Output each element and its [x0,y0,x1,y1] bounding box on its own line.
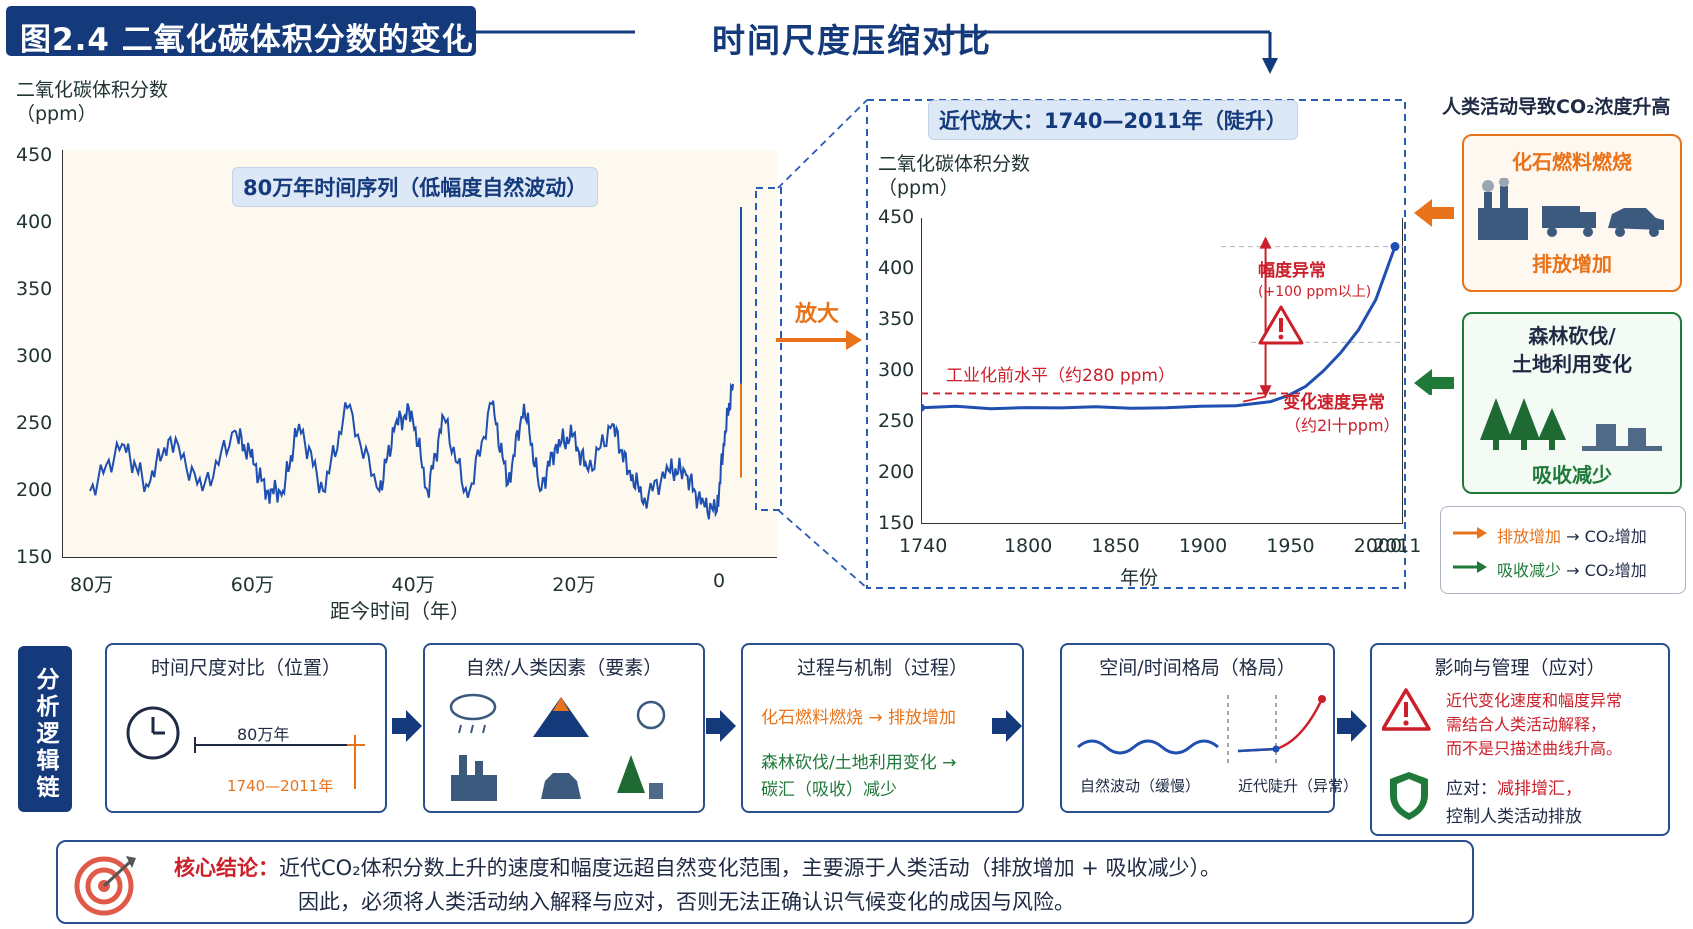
left-y-tick: 250 [16,412,53,435]
left-x-tick: 80万 [70,574,114,596]
amplitude-label: 幅度异常 [1258,261,1326,281]
box5-warning: 近代变化速度和幅度异常 需结合人类活动解释， 而不是只描述曲线升高。 [1446,691,1623,758]
target-icon [74,856,136,916]
right-x-tick: 1800 [1003,535,1053,557]
speed-label: 变化速度异常 [1283,393,1385,413]
box1-top: 80万年 [237,725,290,744]
chain-box-response: 影响与管理（应对） 近代变化速度和幅度异常 需结合人类活动解释， 而不是只描述曲线升… [1370,643,1670,836]
pattern-mini-chart [1077,695,1326,767]
left-x-title: 距今时间（年） [330,599,470,623]
fossil-title: 化石燃料燃烧 [1512,150,1632,174]
panel-legend: 排放增加 → CO₂增加 吸收减少 → CO₂增加 [1440,506,1686,594]
left-y-tick: 450 [16,144,53,167]
human-panel-title: 人类活动导致CO₂浓度升高 [1442,96,1671,118]
figure-title: 图2.4 二氧化碳体积分数的变化 [6,6,476,58]
left-y-tick: 200 [16,479,53,502]
conclusion-box: 核心结论：近代CO₂体积分数上升的速度和幅度远超自然变化范围，主要源于人类活动（… [56,840,1474,924]
conclusion-line1: 核心结论：近代CO₂体积分数上升的速度和幅度远超自然变化范围，主要源于人类活动（… [174,856,1222,880]
fossil-box: 化石燃料燃烧 排放增加 [1462,134,1682,292]
left-x-tick: 20万 [552,574,596,596]
right-x-tick: 1900 [1178,535,1228,557]
chain-box-scale: 时间尺度对比（位置） 80万年 1740—2011年 [105,643,387,813]
right-end-point [1390,242,1400,252]
amplitude-arrow-head-up [1259,236,1272,249]
left-line-chart [89,207,742,520]
right-y-tick: 350 [878,308,915,330]
panel-arrows [1414,199,1454,395]
left-x-tick: 40万 [391,574,435,596]
legend-arrows [1453,527,1487,573]
forest-result: 吸收减少 [1532,463,1612,487]
left-y-tick: 400 [16,211,53,234]
box5-action: 应对：减排增汇， [1446,779,1582,799]
left-y-tick: 300 [16,345,53,368]
box1-bottom: 1740—2011年 [227,777,334,795]
chain-box-process: 过程与机制（过程） 化石燃料燃烧 → 排放增加 森林砍伐/土地利用变化 → 碳汇… [741,643,1024,813]
factory-truck-car-icons [1478,178,1664,240]
right-line-chart [921,236,1403,412]
factor-icons [449,693,666,801]
right-header-label: 近代放大：1740—2011年（陡升） [928,100,1298,140]
right-y-title: 二氧化碳体积分数 （ppm） [878,153,1031,199]
left-y-tick: 350 [16,278,53,301]
right-y-tick: 300 [878,359,915,381]
conclusion-line2: 因此，必须将人类活动纳入解释与应对，否则无法正确认识气候变化的成因与风险。 [298,890,1075,914]
right-start-point [921,403,925,412]
amplitude-arrow-head-down [1259,385,1272,398]
box3-line2: 森林砍伐/土地利用变化 → [761,753,957,773]
right-y-tick: 250 [878,410,915,432]
amplitude-sub: (+100 ppm以上) [1258,284,1372,300]
left-series-line [89,382,734,520]
warning-icon [1382,688,1431,731]
clock-timeline-icon [126,706,365,789]
box4-left: 自然波动（缓慢） [1080,777,1201,795]
header-arrows [457,24,1278,74]
shield-icon [1390,772,1428,820]
zoom-label: 放大 [795,302,840,327]
forest-title: 森林砍伐/土地利用变化 [1512,324,1632,376]
box5-action2: 控制人类活动排放 [1446,807,1582,827]
left-y-title: 二氧化碳体积分数 （ppm） [16,79,169,125]
right-x-tick: 2000 [1353,535,1403,557]
right-x-tick: 1740 [899,535,948,557]
forest-box: 森林砍伐/土地利用变化 吸收减少 [1462,312,1682,494]
left-x-tick: 0 [713,570,726,592]
box3-line1: 化石燃料燃烧 → 排放增加 [761,708,957,728]
right-series-line [921,246,1397,411]
chain-box-pattern: 空间/时间格局（格局） 自然波动（缓慢） 近代陡升（异常） [1060,643,1358,813]
right-plot-area [921,218,1403,524]
speed-arrow [1242,395,1267,403]
trees-stumps-icons [1480,398,1662,451]
right-x-tick: 1850 [1091,535,1140,557]
right-y-tick: 400 [878,257,915,279]
left-series-label: 80万年时间序列（低幅度自然波动） [232,167,599,207]
right-x-tick: 1950 [1266,535,1315,557]
center-title: 时间尺度压缩对比 [712,21,992,60]
right-y-tick: 200 [878,461,915,483]
chain-arrows [392,710,1367,742]
fossil-result: 排放增加 [1532,252,1612,276]
box4-right: 近代陡升（异常） [1238,777,1359,795]
chain-box-factors: 自然/人类因素（要素） [423,643,705,813]
box3-line3: 碳汇（吸收）减少 [761,780,897,800]
left-x-tick: 60万 [230,574,274,596]
right-y-tick: 150 [878,512,915,534]
chain-side-label: 分析逻辑链 [18,646,72,812]
left-y-tick: 150 [16,546,53,568]
preindustrial-label: 工业化前水平（约280 ppm） [946,366,1175,386]
speed-sub: （约2l十ppm） [1285,416,1400,435]
right-x-tick: 2011 [1373,535,1422,557]
right-y-tick: 450 [878,206,915,228]
right-x-title: 年份 [1120,567,1159,589]
warning-icon [1258,305,1304,345]
